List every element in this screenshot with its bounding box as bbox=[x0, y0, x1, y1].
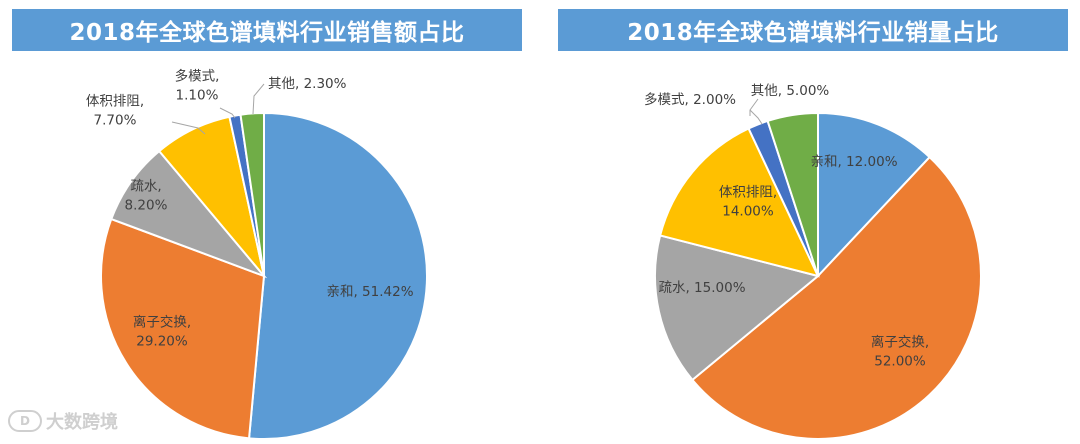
leader-line-3 bbox=[171, 121, 206, 135]
volume-chart-panel: 2018年全球色谱填料行业销量占比 亲和, 12.00% 离子交换, 52.00% 疏… bbox=[540, 0, 1080, 444]
slice-label-4: 多模式, 2.00% bbox=[644, 91, 736, 108]
pie-slice-2 bbox=[654, 234, 821, 382]
logo-icon: D bbox=[8, 410, 42, 432]
pie-slice-5 bbox=[766, 111, 819, 277]
volume-pie-chart: 亲和, 12.00% 离子交换, 52.00% 疏水, 15.00% 体积排阻, 14.0… bbox=[644, 83, 982, 440]
watermark-text: 大数跨境 bbox=[46, 412, 118, 433]
pie-slice-0 bbox=[247, 111, 428, 440]
leader-line-4 bbox=[219, 107, 236, 119]
slice-label-3: 体积排阻, 7.70% bbox=[86, 94, 144, 129]
chart-title: 2018年全球色谱填料行业销量占比 bbox=[558, 9, 1068, 51]
slice-label-0: 亲和, 51.42% bbox=[326, 284, 413, 300]
slice-label-1: 离子交换, 29.20% bbox=[133, 314, 191, 350]
pie-slice-1 bbox=[100, 217, 266, 440]
slice-label-2: 疏水, 8.20% bbox=[125, 179, 168, 214]
slice-label-2: 疏水, 15.00% bbox=[658, 280, 745, 296]
chart-title: 2018年全球色谱填料行业销售额占比 bbox=[12, 9, 522, 51]
sales-pie-chart: 亲和, 51.42% 离子交换, 29.20% 疏水, 8.20% 体积排阻, 7.70% 多… bbox=[86, 68, 428, 440]
slice-label-5: 其他, 2.30% bbox=[268, 76, 347, 92]
slice-label-5: 其他, 5.00% bbox=[751, 83, 830, 99]
pie-slice-3 bbox=[658, 127, 820, 278]
sales-chart-panel: 2018年全球色谱填料行业销售额占比 亲和, 51.42% 离子交换, 29.20%… bbox=[12, 9, 522, 440]
pie-slice-1 bbox=[690, 155, 982, 440]
leader-line-5 bbox=[252, 83, 265, 115]
slice-label-3: 体积排阻, 14.00% bbox=[719, 185, 777, 220]
leader-line-4 bbox=[749, 109, 763, 125]
slice-label-4: 多模式, 1.10% bbox=[175, 68, 220, 104]
watermark: D 大数跨境 bbox=[8, 408, 118, 434]
slice-label-1: 离子交换, 52.00% bbox=[871, 334, 929, 370]
pie-slice-0 bbox=[817, 111, 931, 279]
pie-slice-5 bbox=[239, 111, 265, 277]
leader-line-5 bbox=[749, 98, 759, 116]
slice-label-0: 亲和, 12.00% bbox=[810, 154, 897, 170]
